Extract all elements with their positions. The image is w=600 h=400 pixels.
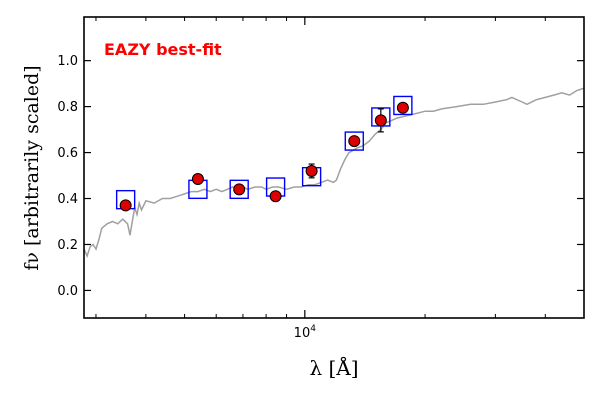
observed-flux-point — [191, 172, 204, 185]
y-axis-label: fν [arbitrarily scaled] — [21, 65, 43, 270]
plot-frame — [83, 16, 585, 319]
y-tick-label: 0.6 — [57, 146, 78, 161]
observed-flux-point — [119, 199, 132, 212]
x-axis-label: λ [Å] — [309, 355, 358, 380]
observed-flux-point — [374, 114, 387, 127]
model-flux-box — [229, 179, 249, 200]
observed-flux-point — [348, 135, 361, 148]
annotation-label: EAZY best-fit — [104, 40, 222, 59]
x-tick-label: 104 — [294, 324, 317, 341]
observed-flux-point — [305, 164, 318, 177]
model-flux-box — [393, 95, 413, 116]
model-flux-box — [344, 131, 364, 151]
y-tick-label: 0.4 — [57, 192, 78, 207]
y-tick-label: 0.2 — [57, 238, 78, 253]
observed-flux-point — [396, 101, 409, 114]
y-tick-label: 1.0 — [57, 54, 78, 69]
y-tick-label: 0.0 — [57, 284, 78, 299]
template-spectrum-line — [84, 87, 584, 259]
y-tick-label: 0.8 — [57, 100, 78, 115]
observed-flux-point — [233, 183, 246, 196]
observed-flux-point — [269, 190, 282, 203]
plot-background — [84, 17, 584, 318]
